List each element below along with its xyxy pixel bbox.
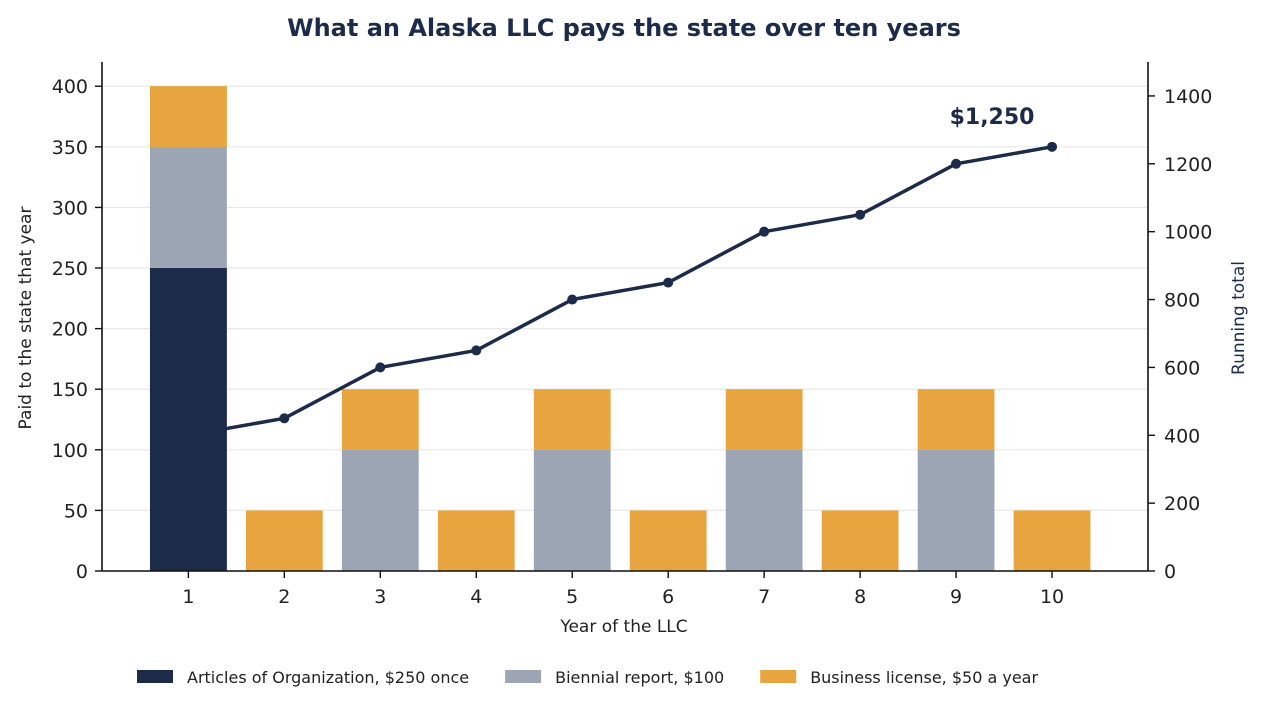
legend-swatch bbox=[137, 670, 173, 683]
data-point bbox=[855, 209, 866, 220]
x-tick-label: 2 bbox=[278, 586, 290, 608]
y-tick-label: 150 bbox=[52, 379, 88, 401]
y-tick-label: 0 bbox=[76, 561, 88, 583]
x-tick-label: 7 bbox=[758, 586, 770, 608]
legend-label: Biennial report, $100 bbox=[555, 668, 724, 687]
bar-segment bbox=[341, 449, 419, 571]
bar-segment bbox=[149, 268, 227, 571]
data-point bbox=[759, 226, 770, 237]
legend-label: Articles of Organization, $250 once bbox=[187, 668, 469, 687]
x-tick-label: 4 bbox=[470, 586, 482, 608]
y-axis-label-right: Running total bbox=[1229, 261, 1249, 375]
legend: Articles of Organization, $250 once Bienn… bbox=[137, 668, 1038, 687]
data-point bbox=[471, 345, 482, 356]
y-tick-label: 200 bbox=[52, 319, 88, 341]
data-point bbox=[279, 413, 290, 424]
data-point bbox=[951, 158, 962, 169]
x-tick-label: 10 bbox=[1040, 586, 1064, 608]
legend-label: Business license, $50 a year bbox=[810, 668, 1038, 687]
y-tick-label: 350 bbox=[52, 137, 88, 159]
bar-segment bbox=[821, 510, 899, 571]
y-axis-left-ticks: 0 50 100 150 200 250 300 350 400 bbox=[52, 76, 102, 583]
y-tick-label: 300 bbox=[52, 197, 88, 219]
x-tick-label: 9 bbox=[950, 586, 962, 608]
y-axis-right-ticks: 0 200 400 600 800 1000 1200 1400 bbox=[1148, 86, 1212, 583]
y-right-tick-label: 0 bbox=[1164, 561, 1176, 583]
x-tick-label: 6 bbox=[662, 586, 674, 608]
y-axis-label-left: Paid to the state that year bbox=[16, 207, 36, 430]
bar-segment bbox=[149, 146, 227, 269]
bar-segment bbox=[533, 389, 611, 450]
y-right-tick-label: 1200 bbox=[1164, 154, 1212, 176]
data-point bbox=[567, 294, 578, 305]
y-right-tick-label: 1000 bbox=[1164, 222, 1212, 244]
y-right-tick-label: 800 bbox=[1164, 290, 1200, 312]
data-point bbox=[375, 362, 386, 373]
bar-segment bbox=[341, 389, 419, 450]
final-total-annotation: $1,250 bbox=[950, 105, 1035, 130]
y-tick-label: 100 bbox=[52, 440, 88, 462]
y-right-tick-label: 200 bbox=[1164, 493, 1200, 515]
bar-segment bbox=[917, 389, 995, 450]
bar-segment bbox=[1013, 510, 1091, 571]
x-tick-label: 5 bbox=[566, 586, 578, 608]
running-total-line bbox=[149, 86, 1058, 571]
y-right-tick-label: 400 bbox=[1164, 425, 1200, 447]
x-axis-label: Year of the LLC bbox=[559, 617, 687, 637]
y-tick-label: 250 bbox=[52, 258, 88, 280]
x-tick-label: 8 bbox=[854, 586, 866, 608]
data-point bbox=[1047, 141, 1058, 152]
x-axis-ticks: 1 2 3 4 5 6 7 8 9 10 bbox=[182, 571, 1064, 608]
y-tick-label: 50 bbox=[64, 500, 88, 522]
bar-segment bbox=[917, 449, 995, 571]
bar-segment bbox=[245, 510, 323, 571]
legend-swatch bbox=[760, 670, 797, 683]
x-tick-label: 1 bbox=[182, 586, 194, 608]
running-total-path bbox=[186, 145, 1054, 438]
bar-segment bbox=[437, 510, 515, 571]
legend-swatch bbox=[505, 670, 542, 683]
bar-segment bbox=[725, 389, 803, 450]
bar-segment bbox=[533, 449, 611, 571]
y-right-tick-label: 600 bbox=[1164, 357, 1200, 379]
bar-segment bbox=[149, 86, 227, 147]
chart-title: What an Alaska LLC pays the state over t… bbox=[287, 14, 961, 42]
data-point bbox=[663, 277, 674, 288]
bar-segment bbox=[725, 449, 803, 571]
y-right-tick-label: 1400 bbox=[1164, 86, 1212, 108]
bar-segment bbox=[629, 510, 707, 571]
x-tick-label: 3 bbox=[374, 586, 386, 608]
y-tick-label: 400 bbox=[52, 76, 88, 98]
